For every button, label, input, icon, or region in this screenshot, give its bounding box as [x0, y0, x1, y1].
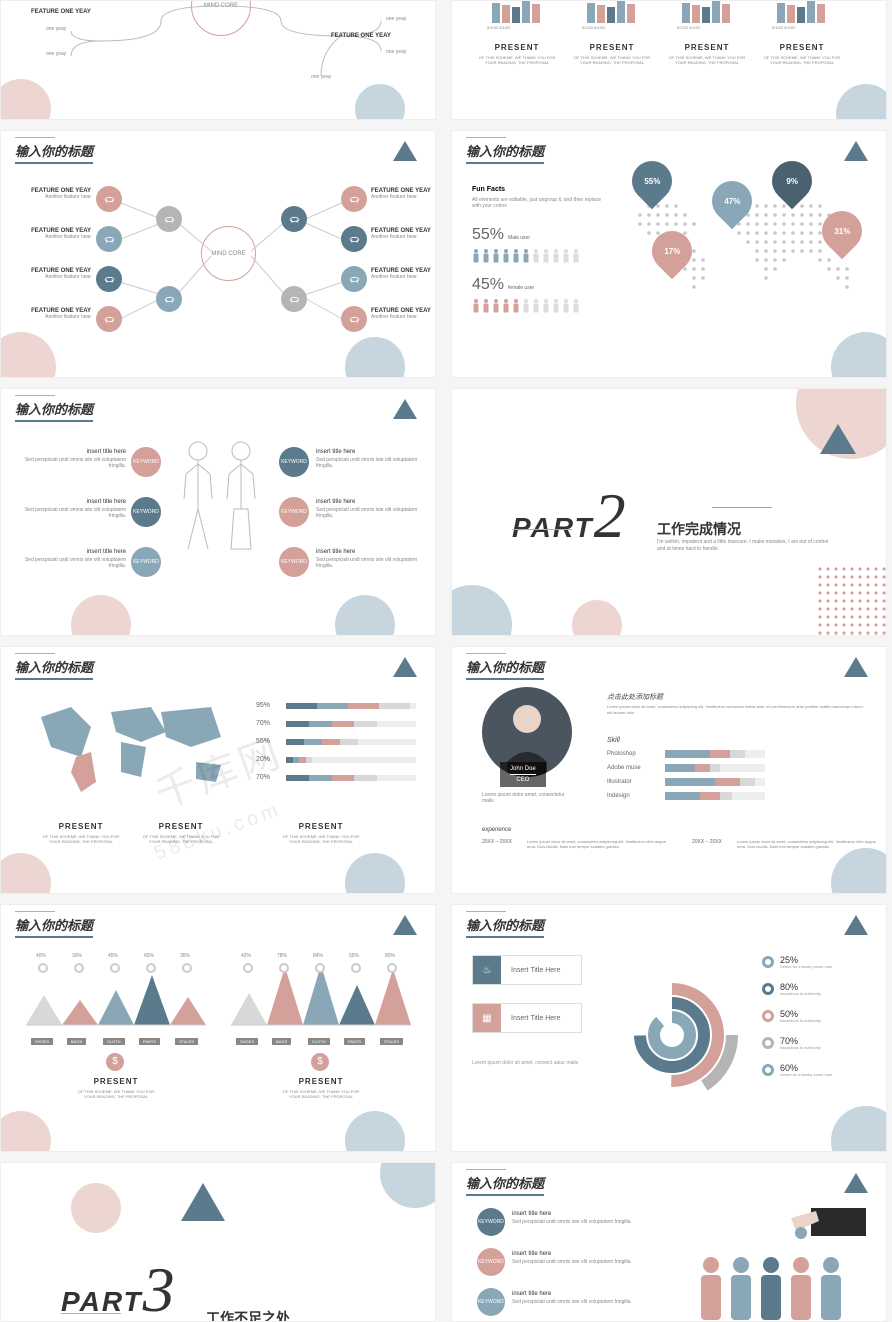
- connector-lines: [1, 1, 436, 120]
- slide-network: 输入你的标题 MIND CORE FEATURE ONE YEAYAnother…: [0, 130, 436, 378]
- slide-body-diagram: 输入你的标题 KEYWORDinsert title hereSed persp…: [0, 388, 436, 636]
- keyword-bubble: KEYWORD: [477, 1208, 505, 1236]
- legend-item: 60%Desire for industry some note: [762, 1063, 832, 1078]
- world-map: [21, 687, 241, 807]
- slide-people-vote: 输入你的标题 KEYWORDinsert title hereSed persp…: [451, 1162, 887, 1322]
- slide-donut: 输入你的标题 ♨Insert Title Here ▦Insert Title …: [451, 904, 887, 1152]
- network-node: [96, 266, 122, 292]
- network-lines: [1, 131, 436, 378]
- network-node: [341, 186, 367, 212]
- network-node: [96, 306, 122, 332]
- progress-bar: 70%: [256, 720, 416, 727]
- progress-bar: 95%: [256, 702, 416, 709]
- large-triangle-icon: [820, 424, 856, 454]
- slide-profile: 输入你的标题 John Doe CEO Lorem ipsum dolor am…: [451, 646, 887, 894]
- legend-item: 70%hazardous to autrhority: [762, 1036, 821, 1051]
- legend-item: 80%hazardous to autrhority: [762, 982, 821, 997]
- part-label: PART3: [61, 1253, 177, 1322]
- map-pin: 9%: [772, 161, 812, 211]
- insert-box[interactable]: ♨Insert Title Here: [472, 955, 582, 985]
- skill-bar: Adobe muse: [607, 764, 765, 772]
- female-icons: [472, 299, 580, 313]
- insert-box[interactable]: ▦Insert Title Here: [472, 1003, 582, 1033]
- slide-worldmap-pins: 输入你的标题 Fun Facts All elements are editab…: [451, 130, 887, 378]
- network-node: [281, 286, 307, 312]
- legend-item: 50%hazardous to autrhority: [762, 1009, 821, 1024]
- network-node: [96, 186, 122, 212]
- dollar-icon: $: [311, 1053, 329, 1071]
- network-node: [341, 226, 367, 252]
- map-pin: 47%: [712, 181, 752, 231]
- keyword-bubble: KEYWORD: [477, 1288, 505, 1316]
- legend-item: 25%Desire for industry some note: [762, 955, 832, 970]
- keyword-bubble: KEYWORD: [131, 497, 161, 527]
- keyword-bubble: KEYWORD: [477, 1248, 505, 1276]
- network-node: [341, 266, 367, 292]
- progress-bar: 20%: [256, 756, 416, 763]
- slide-barcharts: 5/1/02 6/1/02PRESENTOF THIS SCHEME, WE T…: [451, 0, 887, 120]
- keyword-bubble: KEYWORD: [131, 547, 161, 577]
- progress-bar: 55%: [256, 738, 416, 745]
- part-subtitle: 工作完成情况: [657, 519, 741, 539]
- network-node: [156, 206, 182, 232]
- dollar-icon: $: [106, 1053, 124, 1071]
- triangle-icon: [393, 141, 417, 161]
- skill-bar: Photoshop: [607, 750, 765, 758]
- slide-worldmap-bars: 输入你的标题 95%70%55%20%70% PRESENTOF THIS SC…: [0, 646, 436, 894]
- slide-part3: PART3 工作不足之处: [0, 1162, 436, 1322]
- skill-bar: Indesign: [607, 792, 765, 800]
- progress-bar: 70%: [256, 774, 416, 781]
- network-node: [341, 306, 367, 332]
- donut-chart: [597, 950, 747, 1100]
- slide-title: 输入你的标题: [15, 141, 93, 164]
- male-icons: [472, 249, 580, 263]
- network-node: [281, 206, 307, 232]
- large-triangle-icon: [181, 1183, 225, 1221]
- body-figures: [176, 439, 266, 599]
- feature-label: FEATURE ONE YEAY: [31, 9, 91, 15]
- map-pin: 31%: [822, 211, 862, 261]
- name-tag: John Doe CEO: [500, 762, 546, 787]
- network-node: [156, 286, 182, 312]
- people-hand-graphic: [691, 1203, 871, 1322]
- map-pin: 55%: [632, 161, 672, 211]
- slide-area-charts: 输入你的标题 40%30%45%65%35%SHOESBAGSCLOTHPANT…: [0, 904, 436, 1152]
- part-label: PART2: [512, 479, 628, 553]
- network-node: [96, 226, 122, 252]
- keyword-bubble: KEYWORD: [131, 447, 161, 477]
- skill-bar: Illustrator: [607, 778, 765, 786]
- slide-part2: PART2 工作完成情况 I'm selfish, impatient and …: [451, 388, 887, 636]
- slide-mindmap-simple: MIND CORE FEATURE ONE YEAY one yeay one …: [0, 0, 436, 120]
- map-pin: 17%: [652, 231, 692, 281]
